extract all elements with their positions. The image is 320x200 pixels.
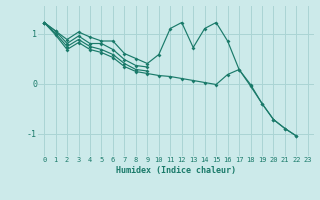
X-axis label: Humidex (Indice chaleur): Humidex (Indice chaleur) <box>116 166 236 175</box>
